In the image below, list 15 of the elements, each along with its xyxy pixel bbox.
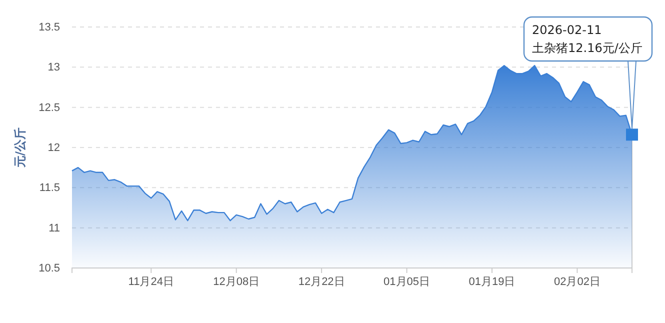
- y-tick-label: 12.5: [38, 102, 60, 114]
- x-tick-label: 01月05日: [384, 276, 430, 288]
- y-tick-label: 11.5: [39, 182, 60, 194]
- y-tick-label: 11: [48, 222, 60, 234]
- annotation: 2026-02-11 土杂猪12.16元/公斤: [532, 23, 642, 55]
- y-axis-title: 元/公斤: [13, 127, 27, 169]
- x-tick-label: 01月19日: [468, 276, 516, 288]
- x-tick-label: 02月02日: [554, 276, 600, 288]
- x-tick-label: 12月08日: [213, 276, 260, 288]
- y-tick-label: 13.5: [38, 22, 60, 34]
- x-tick-label: 11月24日: [128, 276, 174, 288]
- y-tick-label: 12: [48, 142, 60, 154]
- y-tick-label: 13: [48, 62, 60, 74]
- y-tick-label: 10.5: [38, 262, 60, 275]
- x-tick-label: 12月22日: [298, 276, 345, 288]
